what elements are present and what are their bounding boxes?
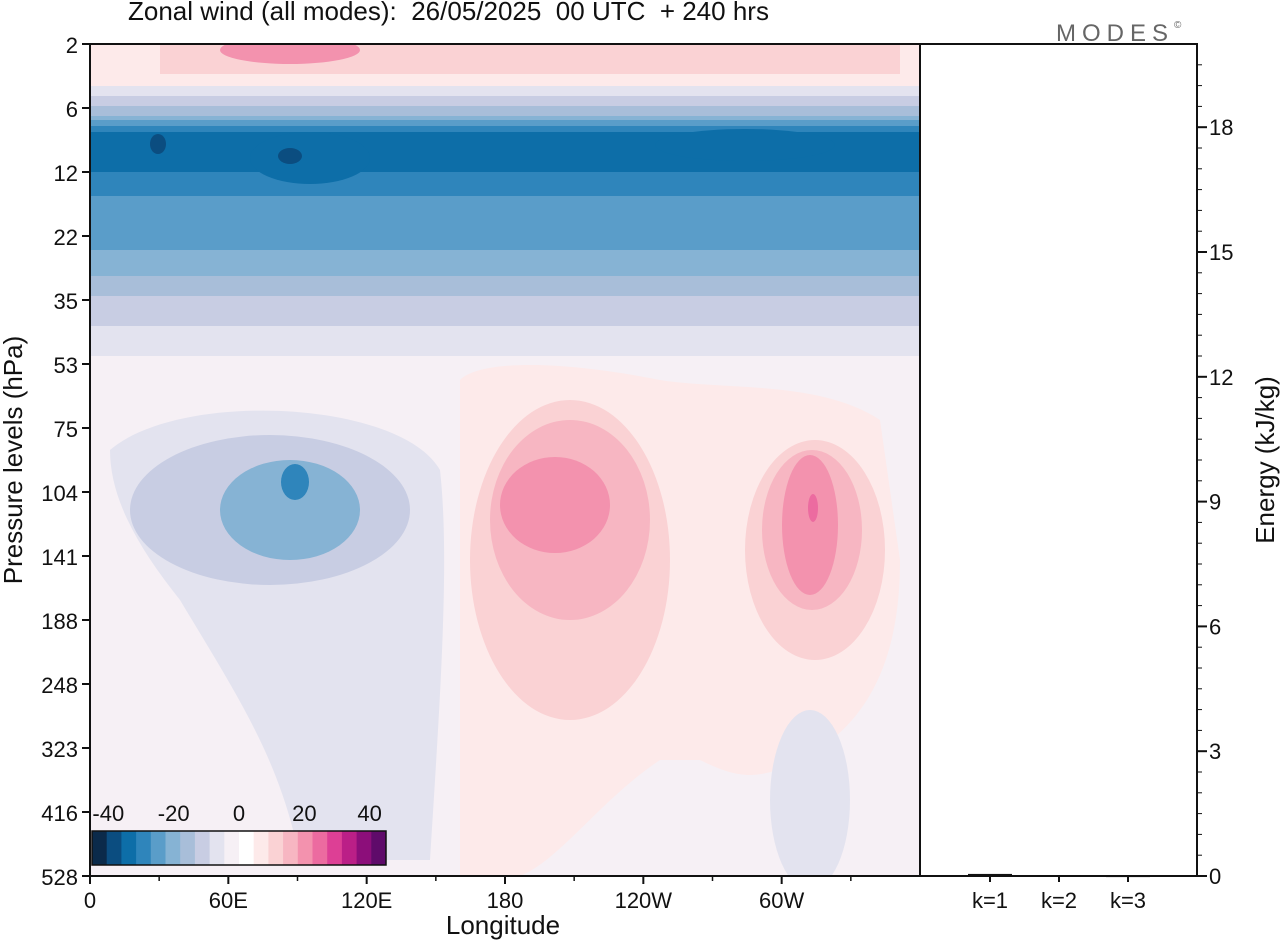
colorbar-swatch bbox=[327, 831, 343, 865]
chart-title: Zonal wind (all modes): 26/05/2025 00 UT… bbox=[128, 0, 769, 26]
brand-copyright-mark: © bbox=[1174, 20, 1182, 31]
longitude-axis: 0 60E 120E 180 120W 60W bbox=[84, 876, 852, 913]
pressure-tick-label: 416 bbox=[41, 801, 78, 826]
easterly-core-2 bbox=[278, 148, 302, 164]
pressure-tick-label: 75 bbox=[54, 417, 78, 442]
colorbar-swatch bbox=[283, 831, 299, 865]
pressure-tick-label: 248 bbox=[41, 673, 78, 698]
pressure-tick-label: 323 bbox=[41, 737, 78, 762]
pressure-tick-label: 2 bbox=[66, 33, 78, 58]
westerly-core-5 bbox=[808, 494, 818, 522]
energy-bar bbox=[1037, 875, 1081, 877]
easterly-contour-8 bbox=[220, 460, 360, 560]
colorbar-swatch bbox=[92, 831, 108, 865]
brand-logo: MODES© bbox=[1056, 20, 1181, 48]
colorbar-swatch bbox=[341, 831, 358, 865]
energy-bar bbox=[968, 873, 1012, 876]
easterly-core-4 bbox=[655, 129, 835, 161]
colorbar-swatch bbox=[356, 831, 372, 865]
energy-tick-label: 12 bbox=[1209, 365, 1233, 390]
y-axis-label: Pressure levels (hPa) bbox=[0, 336, 28, 585]
pressure-axis: 2 6 12 22 35 53 75 104 141 188 248 323 416 528 bbox=[41, 33, 90, 890]
easterly-contour-9 bbox=[281, 464, 309, 500]
pressure-tick-label: 22 bbox=[54, 225, 78, 250]
colorbar-swatch bbox=[312, 831, 328, 865]
westerly-contour-3 bbox=[500, 457, 610, 553]
colorbar-swatch bbox=[106, 831, 122, 865]
colorbar-label: 20 bbox=[292, 801, 316, 826]
pressure-tick-label: 104 bbox=[41, 481, 78, 506]
colorbar-swatch bbox=[194, 831, 211, 865]
colorbar-label: -20 bbox=[158, 801, 190, 826]
longitude-tick-label: 180 bbox=[487, 888, 524, 913]
energy-frame bbox=[919, 43, 1198, 877]
westerly-contour-6 bbox=[782, 455, 838, 595]
colorbar-swatch bbox=[121, 831, 137, 865]
neutral-band bbox=[90, 326, 920, 356]
colorbar-swatch bbox=[371, 831, 387, 865]
colorbar-label: 40 bbox=[357, 801, 381, 826]
longitude-tick-label: 120W bbox=[615, 888, 673, 913]
energy-tick-label: 3 bbox=[1209, 739, 1221, 764]
colorbar-swatch bbox=[253, 831, 269, 865]
energy-category-label: k=2 bbox=[1041, 888, 1077, 913]
colorbar-swatch bbox=[224, 831, 240, 865]
energy-axis-label: Energy (kJ/kg) bbox=[1250, 376, 1280, 544]
pressure-tick-label: 528 bbox=[41, 865, 78, 890]
colorbar-label: -40 bbox=[92, 801, 124, 826]
colorbar-swatch bbox=[180, 831, 196, 865]
colorbar-label: 0 bbox=[233, 801, 245, 826]
pressure-tick-label: 12 bbox=[54, 161, 78, 186]
colorbar-swatch bbox=[165, 831, 181, 865]
westerly-core-top bbox=[220, 44, 360, 64]
pressure-tick-label: 35 bbox=[54, 289, 78, 314]
colorbar: -40 -20 0 20 40 bbox=[91, 801, 387, 866]
pressure-tick-label: 141 bbox=[41, 545, 78, 570]
brand-text: MODES bbox=[1056, 20, 1175, 47]
shear-band-1 bbox=[90, 86, 920, 98]
colorbar-swatch bbox=[150, 831, 166, 865]
longitude-tick-label: 60E bbox=[209, 888, 248, 913]
energy-category-label: k=3 bbox=[1110, 888, 1146, 913]
zonal-wind-heatmap bbox=[89, 43, 921, 877]
longitude-tick-label: 0 bbox=[84, 888, 96, 913]
colorbar-swatch bbox=[239, 831, 255, 865]
energy-tick-label: 18 bbox=[1209, 115, 1233, 140]
easterly-core-1 bbox=[250, 132, 370, 184]
colorbar-swatch bbox=[297, 831, 313, 865]
contour-fill bbox=[90, 44, 920, 876]
pressure-tick-label: 53 bbox=[54, 353, 78, 378]
energy-tick-label: 9 bbox=[1209, 490, 1221, 515]
energy-bar-chart: 0 3 6 9 12 15 18 k=1 k=2 k=3 bbox=[919, 43, 1233, 913]
longitude-tick-label: 60W bbox=[759, 888, 804, 913]
energy-tick-label: 15 bbox=[1209, 240, 1233, 265]
energy-tick-label: 0 bbox=[1209, 864, 1221, 889]
energy-tick-label: 6 bbox=[1209, 614, 1221, 639]
energy-category-label: k=1 bbox=[972, 888, 1008, 913]
colorbar-swatch bbox=[136, 831, 152, 865]
longitude-tick-label: 120E bbox=[341, 888, 392, 913]
colorbar-swatch bbox=[268, 831, 284, 865]
x-axis-label: Longitude bbox=[446, 910, 560, 940]
easterly-core-3 bbox=[150, 134, 166, 154]
colorbar-swatch bbox=[209, 831, 225, 865]
pressure-tick-label: 188 bbox=[41, 609, 78, 634]
colorbar-frame bbox=[91, 830, 387, 866]
pressure-tick-label: 6 bbox=[66, 97, 78, 122]
easterly-region-west bbox=[770, 710, 850, 876]
